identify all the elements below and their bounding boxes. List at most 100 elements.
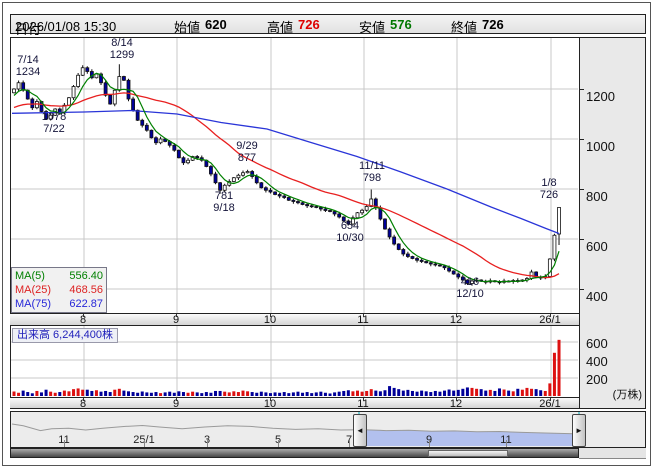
candle-body [16, 82, 21, 90]
nav-right-arrow-button[interactable]: ► [572, 414, 586, 447]
price-tick-label: 800 [586, 189, 608, 204]
volume-bar [53, 392, 57, 396]
volume-bar [200, 393, 204, 396]
volume-bar [342, 390, 346, 396]
month-tick [456, 314, 457, 317]
volume-bar [534, 389, 538, 396]
volume-bar [264, 392, 268, 396]
volume-bar [488, 389, 492, 396]
ma-legend: MA(5) 556.40 MA(25) 468.56 MA(75) 622.87 [11, 267, 107, 313]
candle-body [245, 171, 250, 174]
candle-body [108, 94, 113, 105]
month-label: 26/1 [539, 314, 561, 326]
nav-price-line [11, 423, 580, 435]
candle-body [231, 177, 236, 182]
month-tick [363, 398, 364, 401]
volume-bar [72, 389, 76, 396]
volume-bar [195, 392, 199, 396]
volume-bar [310, 393, 314, 396]
volume-bar [35, 390, 39, 396]
month-label: 8 [79, 398, 87, 410]
candle-body [122, 76, 126, 81]
range-navigator[interactable]: 1125/1357911◄► [10, 411, 646, 448]
volume-bar [502, 389, 506, 396]
open-value: 620 [205, 17, 227, 32]
nav-tick [429, 440, 430, 447]
candle-body [99, 73, 103, 84]
ma5-row: MA(5) 556.40 [15, 269, 103, 283]
ma5-label: MA(5) [15, 270, 45, 282]
chart-annotation: 9/29 877 [236, 140, 258, 164]
candle-body [250, 171, 255, 177]
candle-body [144, 124, 149, 131]
volume-bar [410, 390, 414, 396]
volume-bar [319, 391, 323, 396]
price-tick-label: 1200 [586, 89, 615, 104]
nav-tick [278, 440, 279, 447]
month-label: 12 [449, 314, 463, 326]
candle-body [241, 172, 245, 176]
volume-bar [287, 393, 291, 396]
volume-bar [465, 387, 469, 396]
nav-left-arrow-button[interactable]: ◄ [353, 414, 367, 447]
month-label: 11 [357, 314, 369, 326]
nav-tick [144, 440, 145, 447]
volume-bar [159, 393, 163, 396]
volume-bar [333, 392, 337, 396]
candle-body [286, 197, 291, 201]
candle-body [158, 138, 163, 144]
candle-body [80, 67, 85, 76]
price-tick [580, 239, 584, 240]
volume-bar [131, 392, 135, 396]
candle-body [309, 205, 314, 208]
month-label: 26/1 [539, 398, 561, 410]
volume-bar [246, 391, 250, 396]
volume-bar [250, 392, 254, 396]
volume-bar [507, 390, 511, 396]
volume-bar [314, 392, 318, 396]
volume-bar [452, 390, 456, 396]
month-axis-volume: 8 9 10 11 12 26/1 [10, 397, 579, 410]
ma5-value: 556.40 [69, 270, 103, 282]
candle-body [328, 210, 332, 212]
volume-bar [365, 390, 369, 396]
volume-bar [346, 390, 350, 396]
volume-bar [81, 389, 85, 396]
volume-bar [30, 393, 34, 396]
close-label: 終値 [451, 20, 478, 35]
candle-body [154, 137, 158, 144]
candle-body [552, 234, 557, 260]
candle-body [355, 212, 360, 219]
candle-body [332, 211, 337, 215]
volume-bar [447, 389, 451, 396]
volume-bar [401, 390, 405, 396]
volume-bar [241, 390, 245, 396]
volume-bar [420, 390, 424, 396]
price-tick [580, 89, 584, 90]
month-tick [270, 314, 271, 317]
candle-body [236, 174, 241, 179]
volume-bar [168, 391, 172, 396]
volume-bar [76, 388, 80, 396]
volume-bar [94, 390, 98, 396]
volume-bar [255, 392, 259, 396]
volume-bar [127, 391, 130, 396]
volume-bar [456, 389, 460, 396]
scrollbar-thumb[interactable] [428, 450, 508, 457]
nav-selection-fill [359, 429, 579, 446]
ma75-label: MA(75) [15, 298, 52, 310]
volume-bar [356, 390, 359, 396]
candle-body [71, 86, 76, 99]
ma25-line [13, 92, 560, 279]
volume-bar [552, 352, 556, 396]
ma75-line [11, 109, 560, 235]
candle-body [447, 267, 452, 272]
month-tick [83, 398, 84, 401]
candle-body [405, 253, 410, 257]
scrollbar-track[interactable] [10, 448, 579, 458]
date-value: 2026/01/08 15:30 [15, 19, 117, 34]
volume-bar [172, 392, 176, 396]
price-tick-label: 1000 [586, 139, 615, 154]
candle-body [337, 213, 342, 218]
candle-body [176, 149, 181, 159]
